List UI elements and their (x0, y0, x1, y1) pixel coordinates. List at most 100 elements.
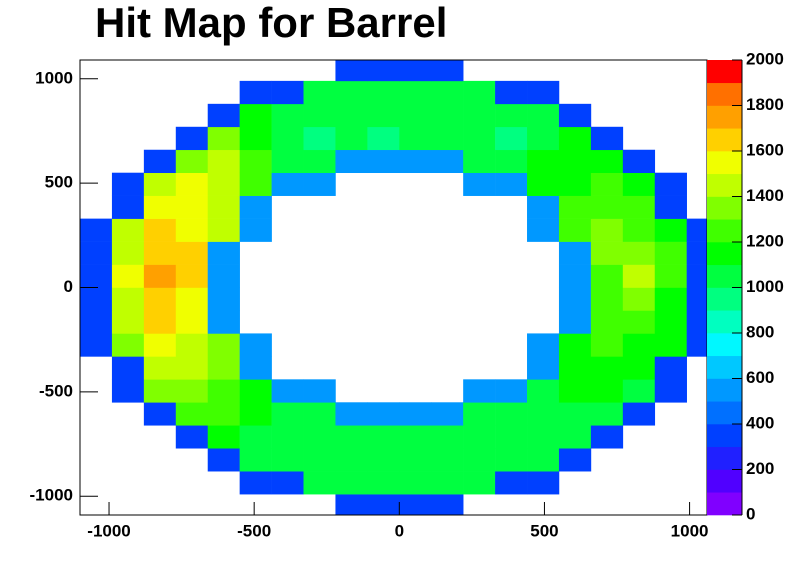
heatmap-cell (111, 241, 145, 265)
heatmap-cell (271, 402, 304, 426)
heatmap-cell (271, 379, 304, 403)
heatmap-cell (495, 126, 528, 151)
color-bar-segment (707, 287, 742, 311)
heatmap-cell (431, 494, 464, 515)
heatmap-cell (207, 287, 240, 311)
heatmap-cell (239, 448, 272, 472)
heatmap-cell (590, 149, 624, 174)
heatmap-cell (654, 379, 687, 403)
heatmap-cell (686, 287, 707, 311)
heatmap-cell (335, 103, 368, 128)
heatmap-cell (527, 149, 560, 174)
heatmap-cell (431, 471, 464, 495)
color-bar-segment (707, 242, 742, 266)
heatmap-cell (207, 402, 240, 426)
chart-title: Hit Map for Barrel (95, 0, 447, 46)
heatmap-cell (622, 379, 656, 403)
heatmap-cell (80, 218, 113, 242)
heatmap-cell (654, 333, 687, 357)
heatmap-cell (558, 402, 592, 426)
heatmap-cell (654, 241, 687, 265)
heatmap-cell (80, 310, 113, 334)
heatmap-cell (239, 402, 272, 426)
heatmap-cell (207, 218, 240, 242)
heatmap-cell (239, 149, 272, 174)
heatmap-cell (367, 402, 400, 426)
heatmap-cell (590, 310, 624, 334)
color-bar-segment (707, 424, 742, 448)
heatmap-cell (558, 448, 592, 472)
heatmap-cell (463, 103, 496, 128)
heatmap-cell (207, 126, 240, 151)
heatmap-cell (590, 402, 624, 426)
heatmap-cell (527, 126, 560, 151)
y-tick-label: 0 (64, 277, 73, 296)
heatmap-cell (335, 149, 368, 174)
heatmap-cell (239, 218, 272, 242)
heatmap-cell (558, 379, 592, 403)
heatmap-cell (143, 402, 177, 426)
heatmap-cell (654, 287, 687, 311)
heatmap-cell (399, 402, 432, 426)
color-bar-label: 2000 (746, 49, 784, 68)
heatmap-cell (495, 425, 528, 449)
heatmap-cell (431, 402, 464, 426)
heatmap-cell (399, 126, 432, 151)
heatmap-cell (207, 356, 240, 380)
heatmap-cell (399, 471, 432, 495)
heatmap-cell (80, 333, 113, 357)
heatmap-cell (527, 425, 560, 449)
heatmap-cell (303, 172, 336, 196)
x-tick-label: 1000 (671, 521, 709, 540)
color-bar-segment (707, 446, 742, 470)
heatmap-cell (175, 149, 209, 174)
heatmap-cell (558, 425, 592, 449)
heatmap-cell (207, 333, 240, 357)
color-bar-segment (707, 219, 742, 243)
color-bar-segment (707, 378, 742, 402)
heatmap-cell (207, 172, 240, 196)
heatmap-cell (686, 218, 707, 242)
heatmap-cell (463, 172, 496, 196)
heatmap-cell (303, 448, 336, 472)
heatmap-cell (463, 126, 496, 151)
color-bar-segment (707, 333, 742, 357)
heatmap-cell (463, 149, 496, 174)
heatmap-cell (367, 494, 400, 515)
heatmap-cell (271, 80, 304, 105)
heatmap-cell (622, 264, 656, 288)
heatmap-cell (175, 425, 209, 449)
heatmap-cell (271, 103, 304, 128)
heatmap-cell (207, 241, 240, 265)
color-bar-segment (707, 310, 742, 334)
heatmap-cell (239, 356, 272, 380)
heatmap-cell (463, 471, 496, 495)
heatmap-cell (367, 103, 400, 128)
x-tick-label: 0 (395, 521, 404, 540)
color-bar-segment (707, 82, 742, 106)
heatmap-cell (686, 241, 707, 265)
heatmap-cell (207, 310, 240, 334)
heatmap-cell (527, 356, 560, 380)
heatmap-cell (111, 264, 145, 288)
heatmap-cell (495, 379, 528, 403)
heatmap-cell (590, 333, 624, 357)
heatmap-cell (622, 218, 656, 242)
y-tick-label: -500 (39, 381, 73, 400)
heatmap-cell (111, 379, 145, 403)
heatmap-cell (303, 379, 336, 403)
heatmap-cell (207, 264, 240, 288)
heatmap-cell (143, 264, 177, 288)
heatmap-cell (239, 333, 272, 357)
heatmap-cell (271, 172, 304, 196)
heatmap-cell (622, 356, 656, 380)
heatmap-cell (143, 218, 177, 242)
heatmap-cell (143, 172, 177, 196)
heatmap-cell (271, 425, 304, 449)
color-bar-segment (707, 196, 742, 220)
heatmap-cell (175, 402, 209, 426)
heatmap-cell (590, 356, 624, 380)
heatmap-cell (399, 60, 432, 82)
heatmap-cell (271, 126, 304, 151)
heatmap-cell (399, 149, 432, 174)
